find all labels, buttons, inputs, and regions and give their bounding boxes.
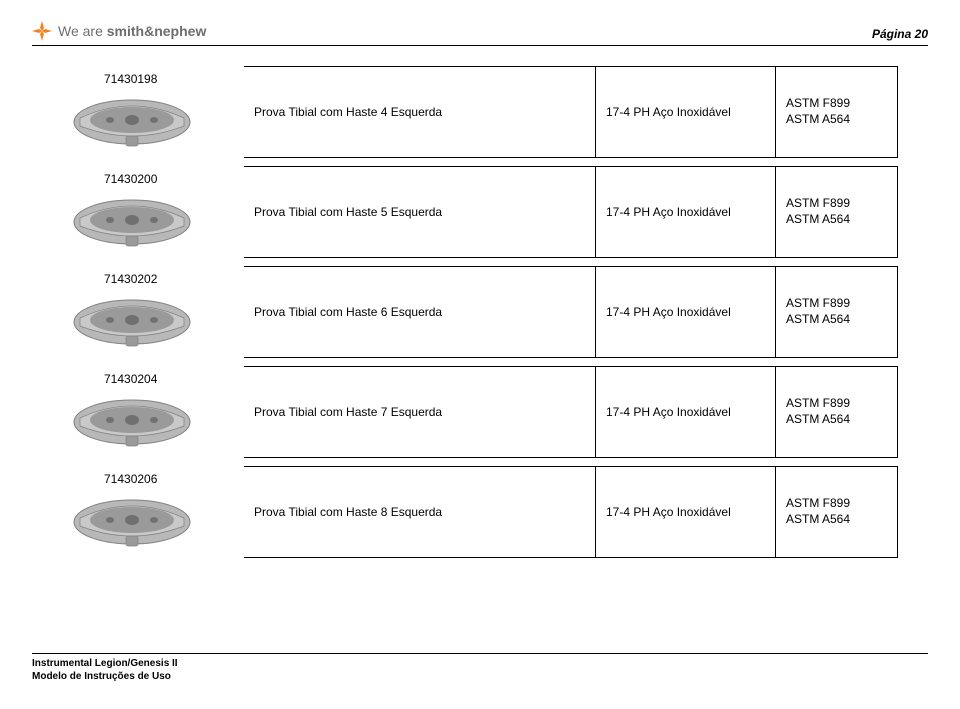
footer-line: Modelo de Instruções de Uso (32, 671, 928, 684)
footer-line: Instrumental Legion/Genesis II (32, 658, 928, 671)
ref-number: 71430198 (62, 72, 157, 86)
part-image (62, 388, 202, 450)
ref-number: 71430200 (62, 172, 157, 186)
table-row: 71430200 Prova Tibial com Haste 5 Esquer… (62, 166, 898, 258)
spec-line: ASTM F899 (786, 396, 850, 412)
description-cell: Prova Tibial com Haste 4 Esquerda (244, 66, 596, 158)
logo-brand: smith&nephew (107, 23, 207, 39)
part-image (62, 88, 202, 150)
material-cell: 17-4 PH Aço Inoxidável (596, 266, 776, 358)
ref-image-cell: 71430204 (62, 366, 244, 458)
description-cell: Prova Tibial com Haste 5 Esquerda (244, 166, 596, 258)
spec-line: ASTM A564 (786, 312, 850, 328)
spec-line: ASTM A564 (786, 112, 850, 128)
material-cell: 17-4 PH Aço Inoxidável (596, 366, 776, 458)
spec-cell: ASTM F899 ASTM A564 (776, 166, 898, 258)
logo-prefix: We are (58, 23, 107, 39)
ref-image-cell: 71430198 (62, 66, 244, 158)
page-footer: Instrumental Legion/Genesis II Modelo de… (32, 653, 928, 683)
logo-icon (32, 21, 52, 41)
page-header: We are smith&nephew Página 20 (32, 16, 928, 46)
table-row: 71430202 Prova Tibial com Haste 6 Esquer… (62, 266, 898, 358)
part-image (62, 488, 202, 550)
spec-line: ASTM F899 (786, 196, 850, 212)
spec-line: ASTM A564 (786, 512, 850, 528)
material-cell: 17-4 PH Aço Inoxidável (596, 466, 776, 558)
ref-number: 71430206 (62, 472, 157, 486)
material-cell: 17-4 PH Aço Inoxidável (596, 166, 776, 258)
description-cell: Prova Tibial com Haste 6 Esquerda (244, 266, 596, 358)
part-image (62, 188, 202, 250)
spec-line: ASTM A564 (786, 412, 850, 428)
part-image (62, 288, 202, 350)
logo-text: We are smith&nephew (58, 23, 206, 39)
ref-image-cell: 71430200 (62, 166, 244, 258)
spec-line: ASTM F899 (786, 96, 850, 112)
table-row: 71430204 Prova Tibial com Haste 7 Esquer… (62, 366, 898, 458)
table-row: 71430198 Prova Tibial com Haste 4 Esquer… (62, 66, 898, 158)
page-number: Página 20 (872, 27, 928, 41)
ref-number: 71430202 (62, 272, 157, 286)
spec-line: ASTM F899 (786, 496, 850, 512)
brand-logo: We are smith&nephew (32, 21, 206, 41)
spec-cell: ASTM F899 ASTM A564 (776, 466, 898, 558)
ref-image-cell: 71430206 (62, 466, 244, 558)
spec-cell: ASTM F899 ASTM A564 (776, 266, 898, 358)
spec-cell: ASTM F899 ASTM A564 (776, 66, 898, 158)
description-cell: Prova Tibial com Haste 8 Esquerda (244, 466, 596, 558)
description-cell: Prova Tibial com Haste 7 Esquerda (244, 366, 596, 458)
ref-number: 71430204 (62, 372, 157, 386)
material-cell: 17-4 PH Aço Inoxidável (596, 66, 776, 158)
spec-cell: ASTM F899 ASTM A564 (776, 366, 898, 458)
table-content: 71430198 Prova Tibial com Haste 4 Esquer… (62, 66, 898, 566)
table-row: 71430206 Prova Tibial com Haste 8 Esquer… (62, 466, 898, 558)
spec-line: ASTM A564 (786, 212, 850, 228)
spec-line: ASTM F899 (786, 296, 850, 312)
ref-image-cell: 71430202 (62, 266, 244, 358)
